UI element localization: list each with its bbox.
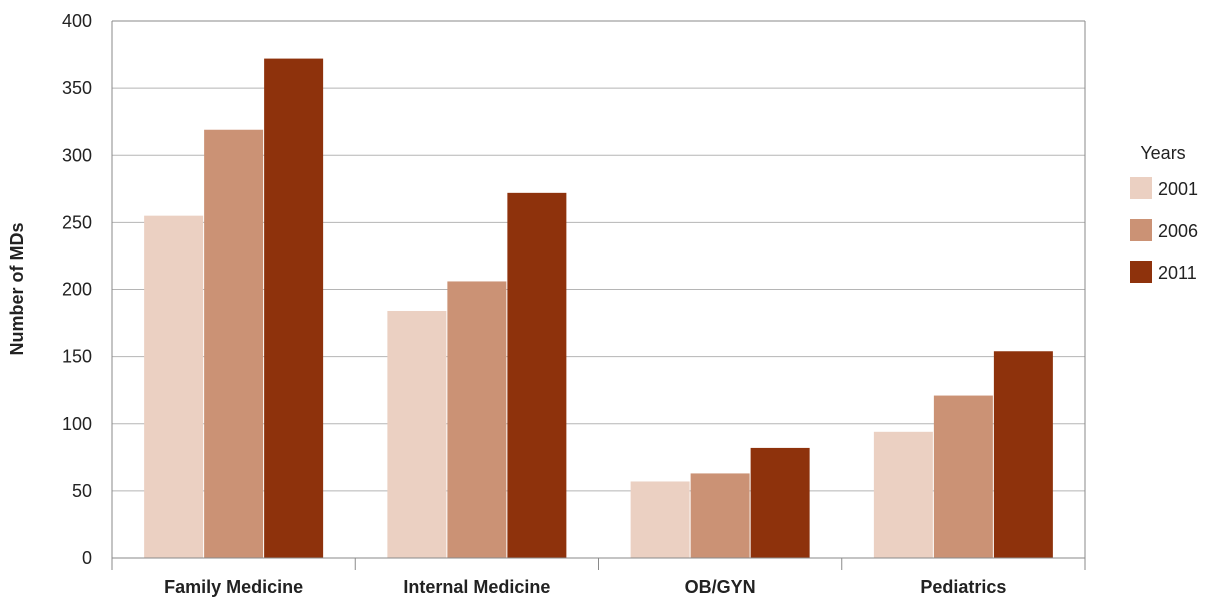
y-tick-label: 200 xyxy=(62,280,92,300)
y-tick-label: 350 xyxy=(62,78,92,98)
bar-2001-internal-medicine xyxy=(387,310,447,558)
x-category-label: Internal Medicine xyxy=(403,577,550,597)
y-tick-label: 400 xyxy=(62,11,92,31)
x-category-labels: Family Medicine Internal Medicine OB/GYN Pe… xyxy=(164,577,1006,597)
y-tick-label: 150 xyxy=(62,347,92,367)
x-category-label: OB/GYN xyxy=(685,577,756,597)
y-tick-label: 300 xyxy=(62,145,92,165)
bar-2001-pediatrics xyxy=(873,431,933,558)
y-axis-title: Number of MDs xyxy=(7,222,27,355)
legend: Years 2001 2006 2011 xyxy=(1130,143,1198,283)
y-tick-label: 0 xyxy=(82,548,92,568)
y-tick-label: 250 xyxy=(62,212,92,232)
bars xyxy=(144,58,1053,559)
y-tick-label: 100 xyxy=(62,414,92,434)
x-category-label: Family Medicine xyxy=(164,577,303,597)
y-tick-label: 50 xyxy=(72,481,92,501)
legend-label-2006: 2006 xyxy=(1158,221,1198,241)
bar-2011-pediatrics xyxy=(993,351,1053,558)
y-tick-labels: 0 50 100 150 200 250 300 350 400 xyxy=(62,11,92,568)
bar-2006-ob-gyn xyxy=(690,473,750,558)
legend-swatch-2006 xyxy=(1130,219,1152,241)
bar-2006-family-medicine xyxy=(204,129,264,558)
legend-title: Years xyxy=(1140,143,1185,163)
bar-2001-ob-gyn xyxy=(630,481,690,558)
legend-swatch-2011 xyxy=(1130,261,1152,283)
bar-2011-family-medicine xyxy=(264,58,324,559)
axes xyxy=(111,20,1086,570)
legend-swatch-2001 xyxy=(1130,177,1152,199)
bar-2006-internal-medicine xyxy=(447,281,507,558)
bar-2001-family-medicine xyxy=(144,215,204,558)
x-category-label: Pediatrics xyxy=(920,577,1006,597)
bar-2011-ob-gyn xyxy=(750,447,810,558)
legend-label-2001: 2001 xyxy=(1158,179,1198,199)
legend-label-2011: 2011 xyxy=(1158,263,1197,283)
bar-2011-internal-medicine xyxy=(507,192,567,558)
bar-2006-pediatrics xyxy=(933,395,993,558)
